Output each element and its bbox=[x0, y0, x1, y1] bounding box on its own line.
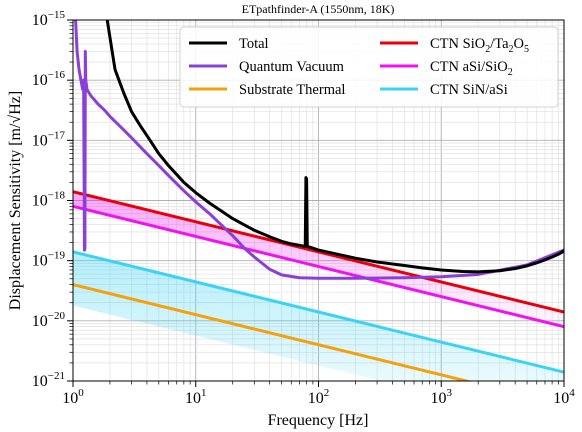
series-line-ctn-asi-sio2 bbox=[73, 204, 564, 329]
legend-entry-label: CTN SiN/aSi bbox=[430, 82, 508, 98]
legend-box bbox=[179, 26, 559, 108]
legend-entry-label: Total bbox=[239, 36, 269, 52]
series-line-ctn-sin-asi bbox=[73, 250, 564, 374]
y-tick-label: 10−20 bbox=[32, 310, 66, 330]
y-tick-label: 10−16 bbox=[32, 69, 66, 89]
x-axis-label: Frequency [Hz] bbox=[268, 412, 369, 429]
y-axis-label: Displacement Sensitivity [m/√Hz] bbox=[7, 91, 24, 310]
x-tick-label: 102 bbox=[308, 387, 330, 407]
series-lines bbox=[73, 20, 564, 381]
chart-title: ETpathfinder-A (1550nm, 18K) bbox=[242, 2, 395, 16]
noise-band-1 bbox=[73, 251, 564, 381]
series-line-total bbox=[105, 20, 564, 274]
y-tick-label: 10−19 bbox=[32, 250, 66, 270]
x-tick-label: 104 bbox=[553, 387, 575, 407]
x-tick-label: 103 bbox=[431, 387, 453, 407]
axis-ticks: 100 101 102 103 104 10−15 10−16 10−17 10−18 10−19… bbox=[32, 9, 575, 407]
x-tick-label: 101 bbox=[185, 387, 207, 407]
y-tick-label: 10−17 bbox=[32, 129, 66, 149]
y-tick-label: 10−15 bbox=[32, 9, 66, 29]
legend-entry-label: CTN aSi/SiO2 bbox=[430, 59, 513, 78]
x-tick-label: 100 bbox=[62, 387, 84, 407]
series-line-quantum-vacuum bbox=[74, 20, 564, 280]
series-line-substrate-thermal bbox=[73, 283, 473, 381]
series-line-ctn-sio2-ta2o5 bbox=[73, 190, 564, 314]
y-tick-label: 10−18 bbox=[32, 190, 66, 210]
legend: Total Quantum Vacuum Substrate Thermal CTN … bbox=[179, 26, 559, 108]
legend-entry-label: Substrate Thermal bbox=[239, 82, 345, 98]
legend-entry-label: CTN SiO2/Ta2O5 bbox=[430, 36, 529, 55]
noise-band-0 bbox=[73, 191, 564, 327]
y-tick-label: 10−21 bbox=[32, 370, 65, 390]
noise-bands bbox=[73, 191, 564, 381]
legend-entry-label: Quantum Vacuum bbox=[239, 59, 345, 75]
